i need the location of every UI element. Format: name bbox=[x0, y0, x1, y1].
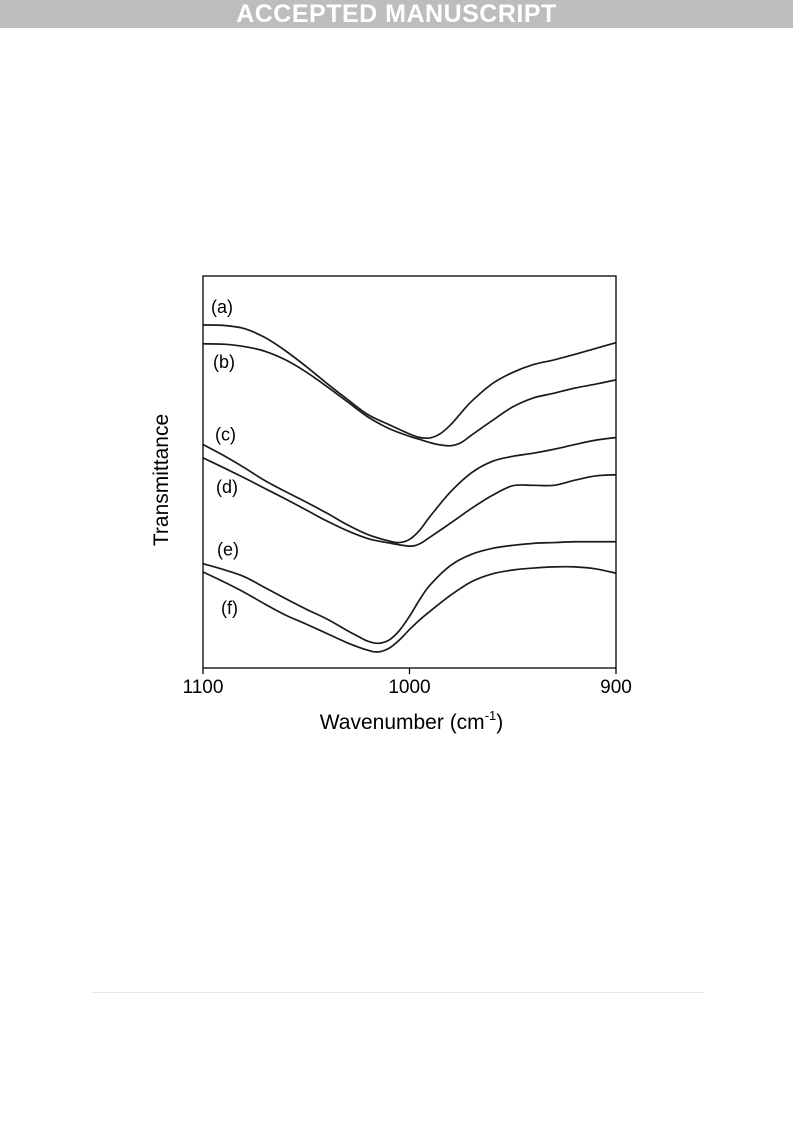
x-axis-title-suffix: ) bbox=[496, 711, 503, 734]
x-axis-title: Wavenumber (cm-1) bbox=[320, 708, 504, 734]
series-line-6 bbox=[202, 565, 617, 653]
series-line-3 bbox=[202, 436, 617, 544]
x-tick-label-1100: 1100 bbox=[183, 677, 224, 698]
series-label-5: (e) bbox=[217, 540, 239, 560]
x-axis-title-main: Wavenumber (cm bbox=[320, 711, 485, 734]
series-label-2: (b) bbox=[213, 352, 235, 372]
footer-divider bbox=[92, 992, 704, 993]
series-line-1 bbox=[202, 324, 617, 440]
series-line-5 bbox=[202, 540, 616, 645]
series-label-1: (a) bbox=[211, 297, 233, 317]
x-tick-label-900: 900 bbox=[600, 677, 632, 698]
series-layer bbox=[202, 324, 617, 653]
series-label-4: (d) bbox=[216, 477, 238, 497]
tick-layer: 1100 1000 900 bbox=[183, 668, 632, 698]
y-axis-title: Transmittance bbox=[150, 414, 173, 546]
label-layer: (a) (b) (c) (d) (e) (f) bbox=[211, 297, 239, 618]
banner-text: ACCEPTED MANUSCRIPT bbox=[236, 0, 557, 28]
series-label-6: (f) bbox=[221, 598, 238, 618]
plot-frame bbox=[202, 275, 617, 669]
accepted-manuscript-banner: ACCEPTED MANUSCRIPT bbox=[0, 0, 793, 28]
series-line-2 bbox=[202, 342, 617, 447]
series-line-4 bbox=[202, 457, 617, 547]
series-label-3: (c) bbox=[215, 425, 236, 445]
x-axis-title-superscript: -1 bbox=[485, 708, 497, 723]
x-tick-label-1000: 1000 bbox=[388, 677, 430, 698]
